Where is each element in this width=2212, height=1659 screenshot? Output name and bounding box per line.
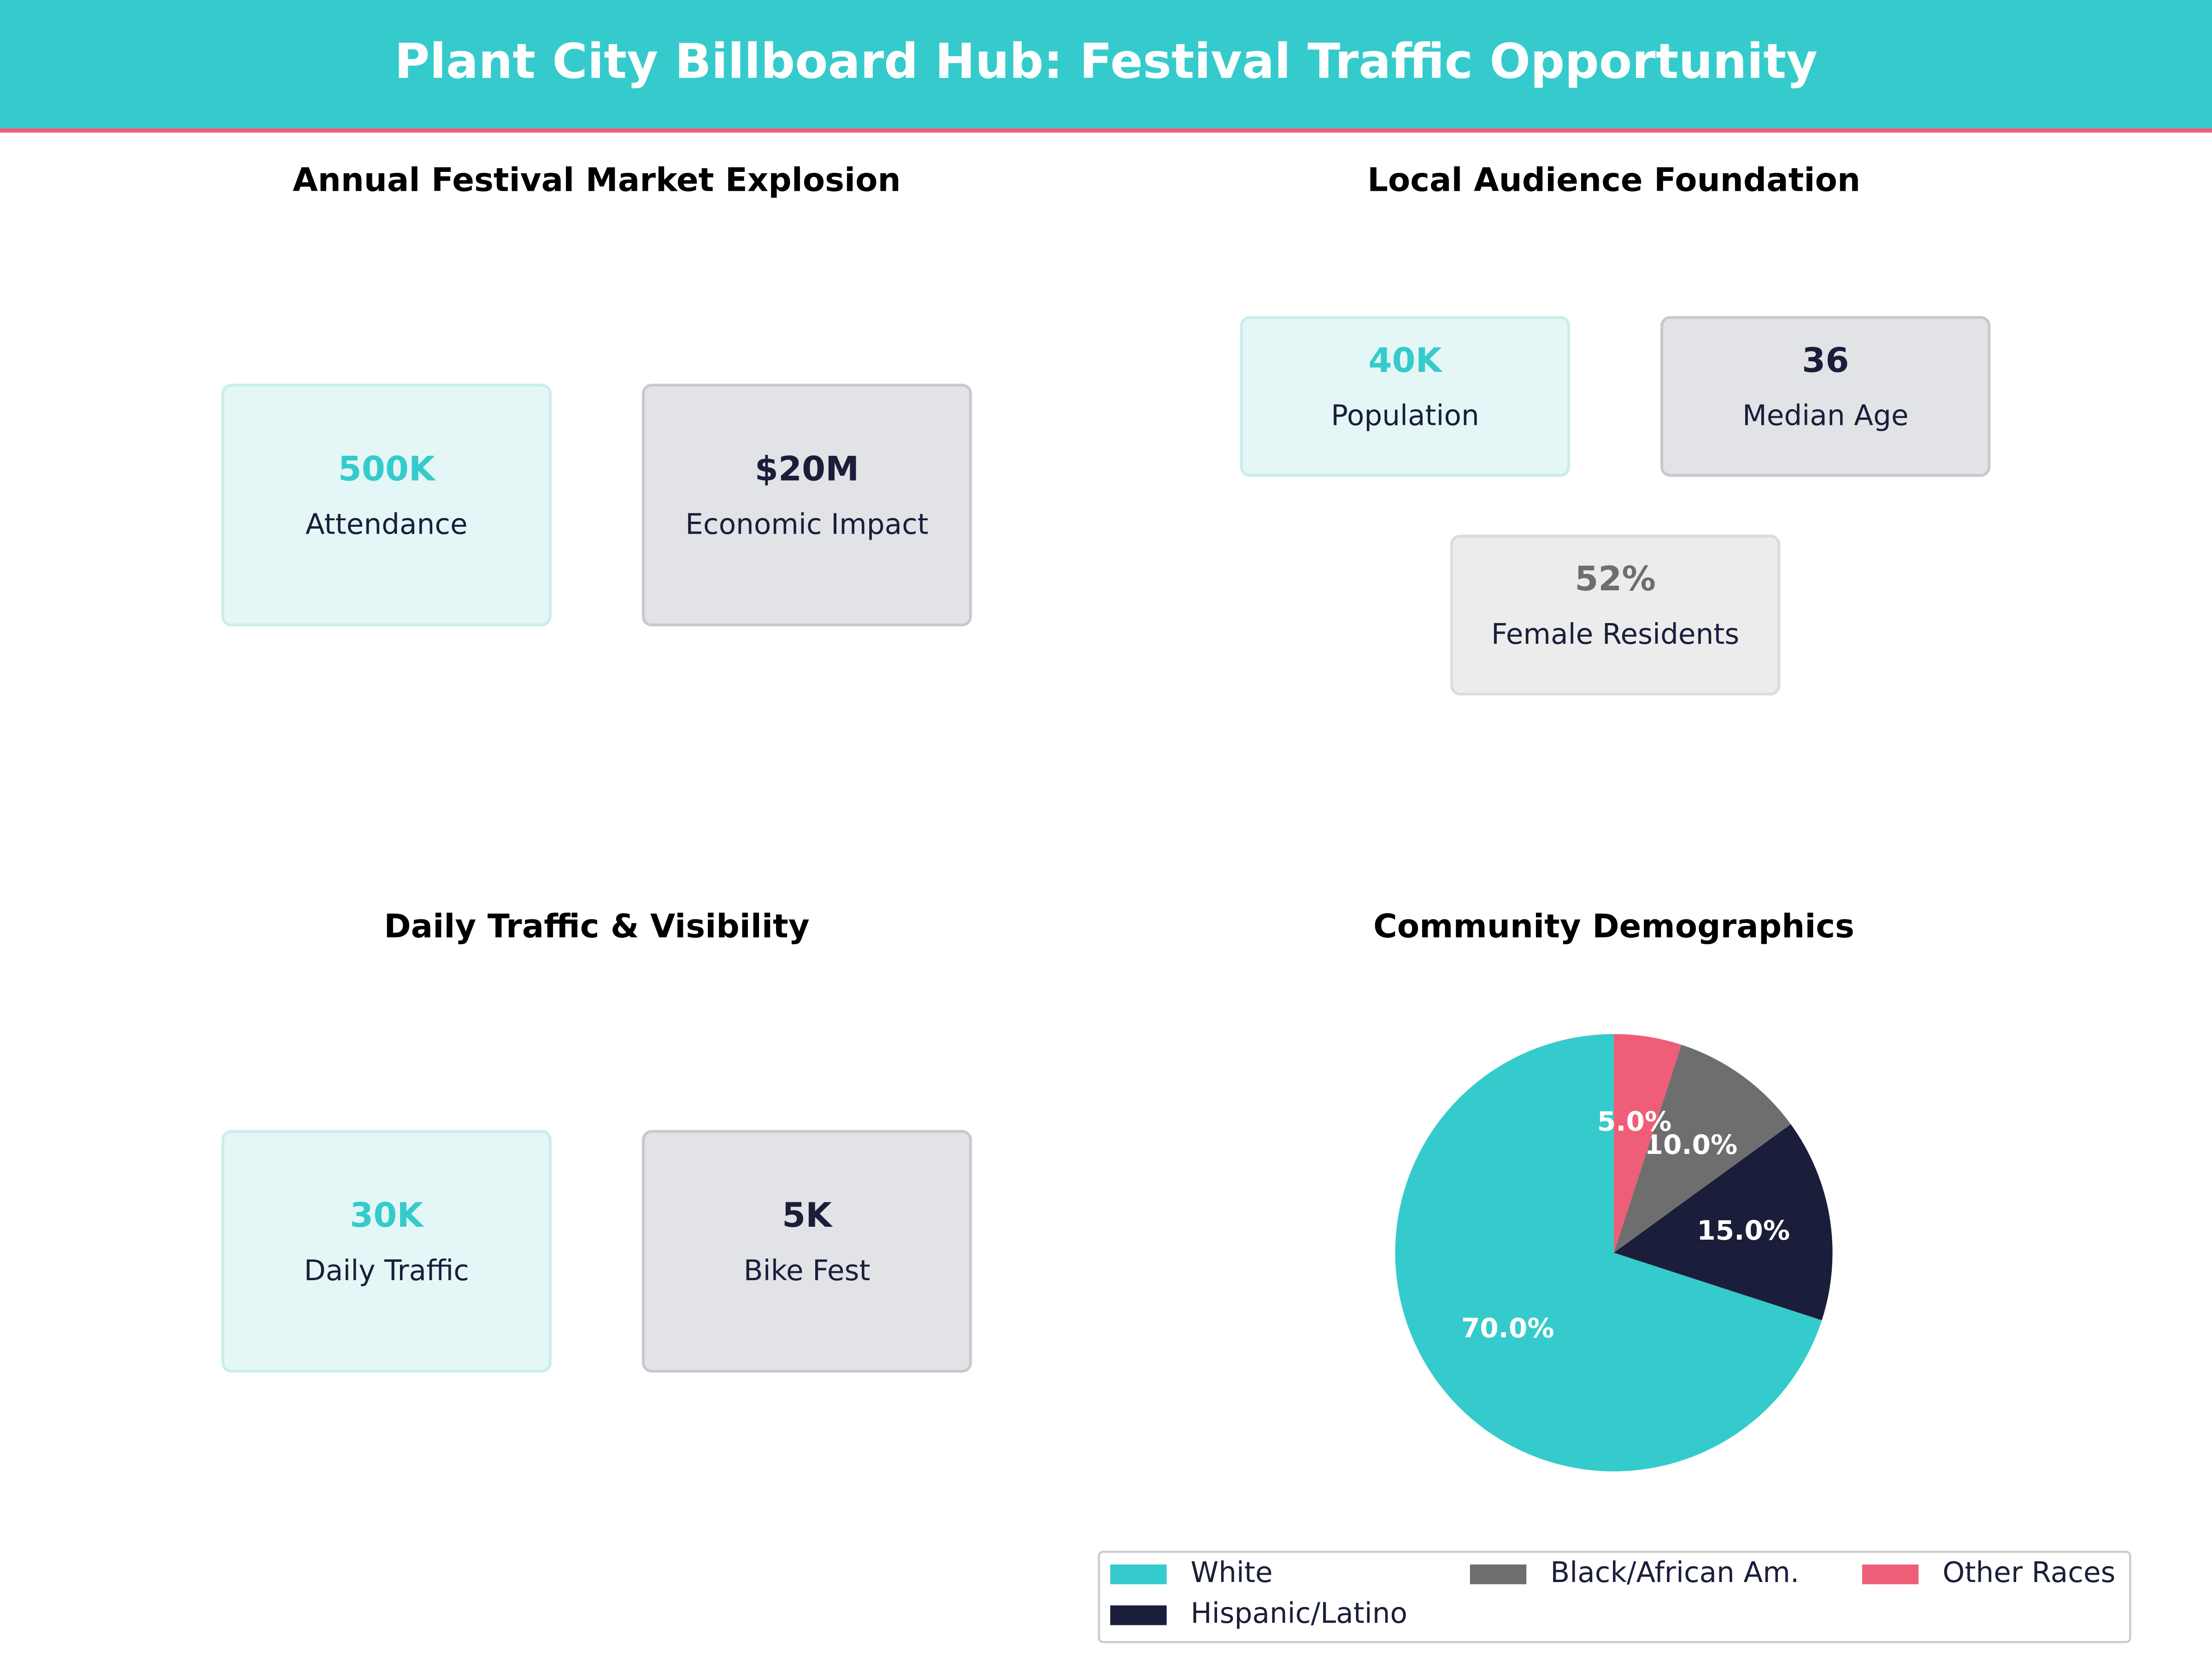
legend-label: White xyxy=(1191,1556,1273,1589)
kpi-card xyxy=(221,1130,552,1373)
page-title: Plant City Billboard Hub: Festival Traff… xyxy=(394,33,1818,89)
pie-slice xyxy=(1395,1034,1822,1471)
kpi-label: Daily Traffic xyxy=(304,1254,469,1287)
slice-label: 15.0% xyxy=(1697,1215,1790,1246)
kpi-label: Bike Fest xyxy=(744,1254,871,1287)
kpi-value: 40K xyxy=(1368,341,1443,380)
slice-label: 70.0% xyxy=(1461,1312,1554,1344)
kpi-label: Economic Impact xyxy=(685,508,929,541)
pie-slice xyxy=(1614,1124,1833,1320)
kpi-value: 30K xyxy=(350,1196,424,1235)
kpi-card xyxy=(1240,316,1571,477)
legend-label: Black/African Am. xyxy=(1550,1556,1799,1589)
legend-swatch xyxy=(1110,1605,1167,1625)
legend-label: Hispanic/Latino xyxy=(1191,1597,1407,1630)
kpi-value: 52% xyxy=(1575,559,1656,599)
header-rule xyxy=(0,128,2212,133)
kpi-card xyxy=(641,383,972,627)
pie-slice xyxy=(1614,1045,1791,1253)
slice-label: 5.0% xyxy=(1597,1106,1671,1137)
kpi-label: Median Age xyxy=(1742,400,1909,432)
legend-swatch xyxy=(1862,1564,1919,1584)
legend-label: Other Races xyxy=(1942,1556,2115,1589)
pie-slice xyxy=(1614,1034,1682,1253)
slice-label: 10.0% xyxy=(1644,1129,1737,1160)
legend-swatch xyxy=(1110,1564,1167,1584)
panel-title: Annual Festival Market Explosion xyxy=(293,161,901,199)
kpi-value: $20M xyxy=(755,449,859,488)
kpi-label: Female Residents xyxy=(1491,618,1739,651)
kpi-value: 5K xyxy=(782,1196,833,1235)
kpi-label: Attendance xyxy=(306,508,468,541)
kpi-value: 500K xyxy=(338,449,436,488)
kpi-label: Population xyxy=(1331,400,1479,432)
legend-swatch xyxy=(1470,1564,1527,1584)
kpi-card xyxy=(641,1130,972,1373)
kpi-card xyxy=(1450,535,1781,696)
kpi-card xyxy=(1660,316,1991,477)
header-bar xyxy=(0,0,2212,129)
chart-title: Community Demographics xyxy=(1373,907,1854,945)
kpi-card xyxy=(221,383,552,627)
kpi-value: 36 xyxy=(1802,341,1849,380)
panel-title: Local Audience Foundation xyxy=(1367,161,1860,199)
panel-title: Daily Traffic & Visibility xyxy=(384,907,809,945)
